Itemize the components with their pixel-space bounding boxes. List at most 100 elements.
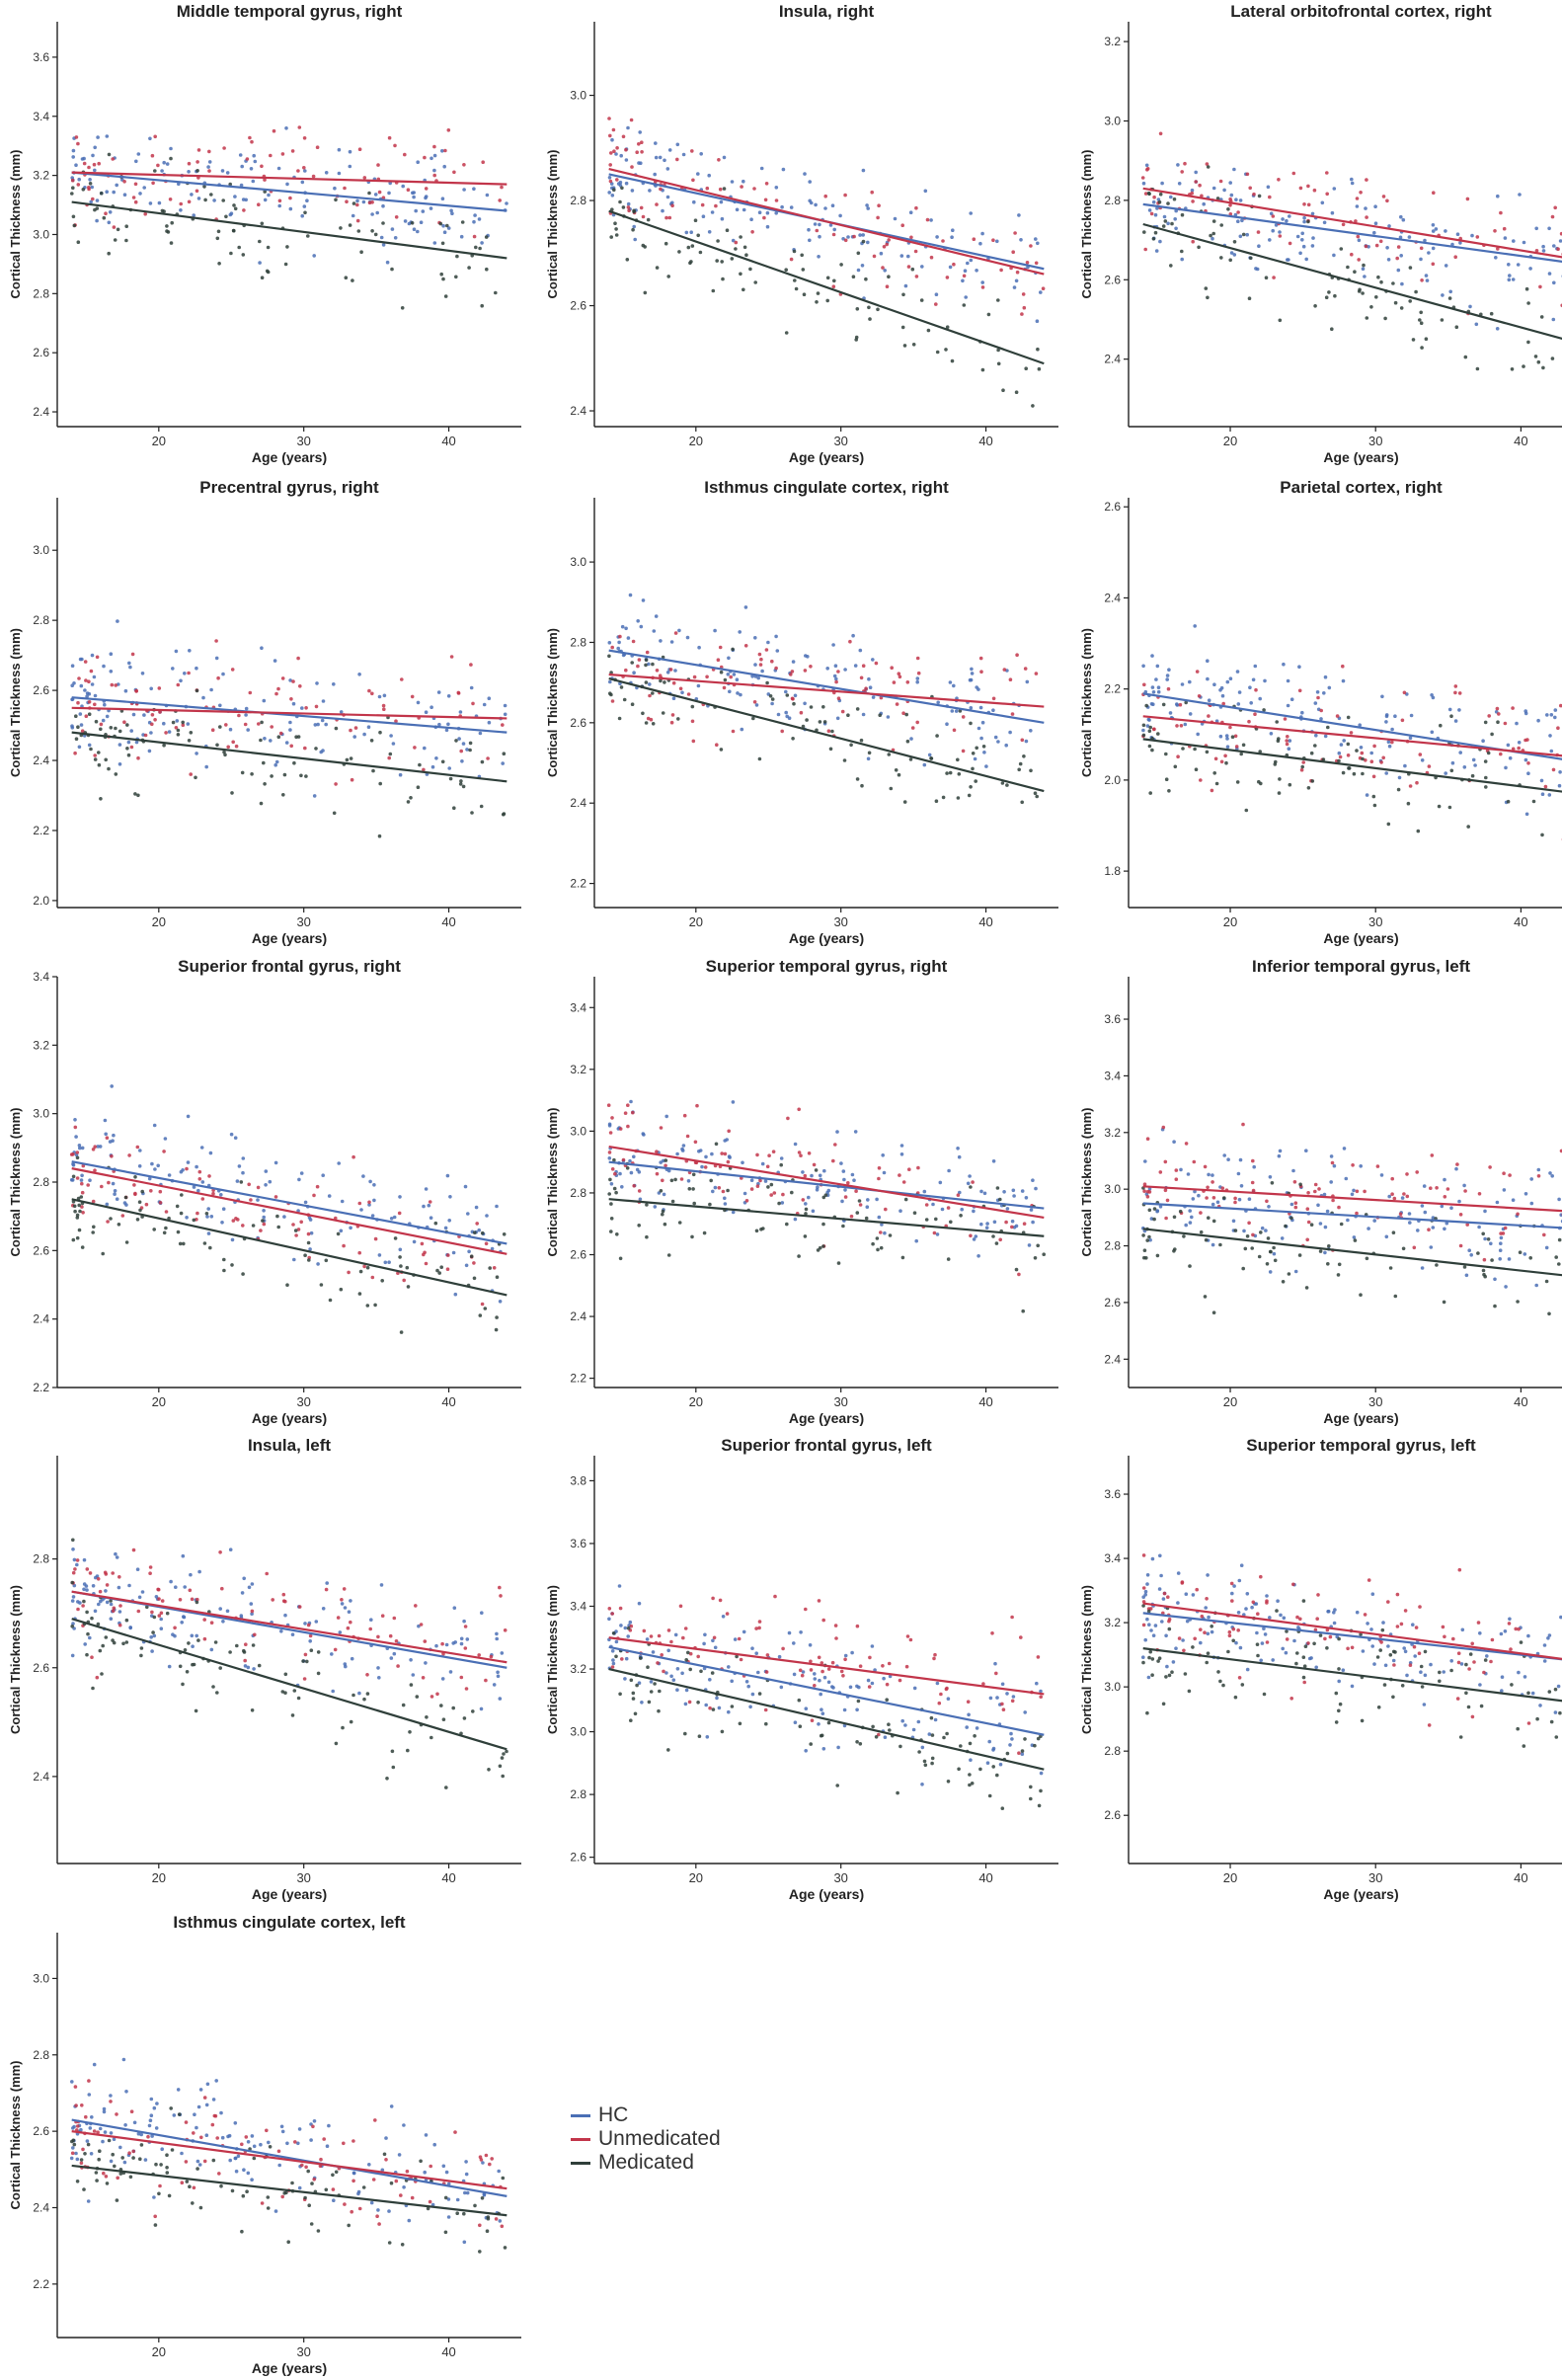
scatter-point-unmedicated bbox=[280, 2194, 285, 2199]
y-tick-label: 3.2 bbox=[570, 1662, 586, 1676]
scatter-point-hc bbox=[71, 1595, 76, 1599]
scatter-point-unmedicated bbox=[230, 668, 235, 672]
scatter-point-unmedicated bbox=[291, 679, 295, 683]
scatter-point-hc bbox=[85, 694, 89, 698]
scatter-point-hc bbox=[157, 200, 162, 205]
legend-item-medicated: Medicated bbox=[571, 2151, 721, 2175]
scatter-point-medicated bbox=[792, 249, 797, 254]
scatter-point-unmedicated bbox=[202, 2159, 207, 2164]
scatter-point-unmedicated bbox=[972, 237, 976, 241]
scatter-point-medicated bbox=[1325, 1646, 1329, 1650]
scatter-point-hc bbox=[357, 673, 361, 676]
scatter-point-medicated bbox=[1326, 725, 1330, 730]
scatter-point-unmedicated bbox=[879, 1230, 883, 1234]
scatter-point-hc bbox=[1409, 713, 1414, 718]
scatter-point-hc bbox=[1507, 1257, 1512, 1261]
scatter-point-hc bbox=[1255, 1630, 1259, 1635]
scatter-point-hc bbox=[1232, 253, 1237, 257]
scatter-point-hc bbox=[711, 1189, 715, 1194]
scatter-point-unmedicated bbox=[812, 1162, 817, 1167]
scatter-point-medicated bbox=[486, 2215, 491, 2219]
scatter-point-medicated bbox=[801, 268, 806, 272]
scatter-point-unmedicated bbox=[1252, 192, 1256, 197]
scatter-point-unmedicated bbox=[612, 149, 616, 153]
scatter-point-hc bbox=[1323, 1225, 1328, 1230]
scatter-point-unmedicated bbox=[207, 169, 211, 173]
scatter-point-hc bbox=[1503, 1629, 1508, 1633]
scatter-point-medicated bbox=[339, 1287, 344, 1292]
scatter-point-unmedicated bbox=[501, 723, 505, 727]
scatter-point-unmedicated bbox=[428, 2199, 432, 2204]
scatter-point-medicated bbox=[104, 1635, 109, 1639]
scatter-point-medicated bbox=[351, 1693, 355, 1698]
fit-line-medicated bbox=[608, 209, 1045, 365]
scatter-point-unmedicated bbox=[346, 1626, 351, 1630]
scatter-point-unmedicated bbox=[1259, 1574, 1263, 1579]
scatter-point-hc bbox=[117, 1610, 122, 1614]
scatter-point-medicated bbox=[303, 2195, 307, 2200]
scatter-point-medicated bbox=[1031, 404, 1035, 408]
scatter-point-hc bbox=[1190, 1215, 1194, 1220]
scatter-point-hc bbox=[442, 230, 447, 234]
scatter-point-medicated bbox=[133, 1175, 137, 1179]
scatter-point-unmedicated bbox=[1289, 1697, 1293, 1701]
scatter-point-hc bbox=[808, 238, 812, 243]
scatter-point-hc bbox=[927, 1732, 932, 1736]
scatter-point-medicated bbox=[192, 1662, 196, 1667]
scatter-point-hc bbox=[669, 1674, 673, 1679]
scatter-point-medicated bbox=[1484, 785, 1488, 789]
scatter-point-medicated bbox=[610, 207, 614, 211]
scatter-point-hc bbox=[1144, 163, 1149, 168]
scatter-point-unmedicated bbox=[1162, 1591, 1167, 1596]
scatter-point-medicated bbox=[1172, 197, 1177, 201]
scatter-point-hc bbox=[102, 2109, 107, 2114]
scatter-point-hc bbox=[477, 217, 482, 221]
scatter-point-unmedicated bbox=[1272, 276, 1276, 279]
scatter-point-hc bbox=[1508, 274, 1512, 278]
scatter-point-hc bbox=[105, 1202, 110, 1207]
scatter-point-unmedicated bbox=[843, 1195, 848, 1199]
scatter-point-unmedicated bbox=[608, 179, 613, 184]
scatter-point-medicated bbox=[1420, 346, 1424, 350]
scatter-point-hc bbox=[279, 1629, 283, 1633]
scatter-point-medicated bbox=[189, 731, 194, 735]
scatter-point-hc bbox=[1386, 258, 1391, 262]
scatter-point-hc bbox=[700, 1164, 704, 1169]
scatter-point-hc bbox=[855, 1707, 859, 1712]
y-tick-label: 2.6 bbox=[570, 716, 586, 730]
scatter-point-medicated bbox=[809, 705, 814, 709]
scatter-point-medicated bbox=[324, 2187, 329, 2192]
scatter-point-medicated bbox=[75, 2180, 80, 2183]
scatter-point-medicated bbox=[263, 190, 268, 194]
scatter-point-medicated bbox=[1017, 767, 1021, 772]
scatter-point-hc bbox=[659, 1160, 663, 1164]
scatter-point-hc bbox=[70, 2080, 74, 2084]
scatter-point-hc bbox=[242, 2168, 246, 2172]
scatter-point-unmedicated bbox=[1305, 1237, 1309, 1242]
scatter-point-medicated bbox=[426, 2206, 430, 2211]
scatter-point-unmedicated bbox=[1445, 1187, 1450, 1191]
y-tick-label: 3.2 bbox=[33, 1038, 49, 1052]
scatter-point-unmedicated bbox=[695, 1103, 699, 1108]
scatter-point-medicated bbox=[292, 760, 296, 765]
chart-panel-12: Superior temporal gyrus, left2.62.83.03.… bbox=[1079, 1436, 1562, 1902]
scatter-point-hc bbox=[624, 1656, 629, 1661]
scatter-point-hc bbox=[1158, 1205, 1163, 1209]
scatter-point-hc bbox=[244, 198, 248, 202]
scatter-point-hc bbox=[1220, 693, 1225, 698]
scatter-point-unmedicated bbox=[214, 639, 218, 643]
scatter-point-unmedicated bbox=[1453, 690, 1457, 695]
scatter-point-unmedicated bbox=[109, 2100, 113, 2103]
scatter-point-medicated bbox=[367, 191, 371, 196]
scatter-point-hc bbox=[822, 1675, 827, 1680]
scatter-point-medicated bbox=[644, 658, 649, 663]
scatter-point-hc bbox=[209, 1215, 214, 1219]
scatter-point-hc bbox=[389, 2104, 394, 2108]
scatter-point-hc bbox=[300, 706, 304, 710]
scatter-point-unmedicated bbox=[226, 745, 230, 750]
scatter-point-medicated bbox=[814, 1168, 819, 1172]
scatter-point-unmedicated bbox=[81, 1163, 86, 1168]
scatter-point-hc bbox=[607, 176, 612, 180]
y-axis-label: Cortical Thickness (mm) bbox=[8, 1585, 23, 1734]
scatter-point-hc bbox=[996, 740, 1000, 744]
